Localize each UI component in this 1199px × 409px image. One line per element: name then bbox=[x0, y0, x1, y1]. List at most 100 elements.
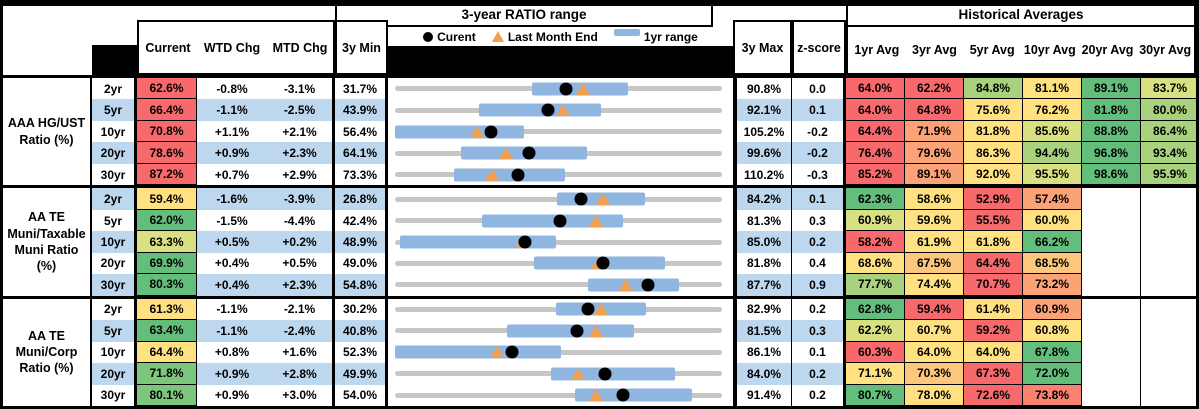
one-year-range-bar bbox=[551, 367, 675, 381]
legend-1yr-range-label: 1yr range bbox=[643, 29, 698, 44]
avg-cell: 83.7% bbox=[1140, 78, 1199, 100]
tenor-cell: 30yr bbox=[92, 274, 137, 296]
last-month-triangle-icon bbox=[499, 147, 514, 160]
tenor-cell: 5yr bbox=[92, 209, 137, 232]
wtd-change-cell: +0.8% bbox=[214, 345, 250, 360]
group-aa-te-muni-taxable: AA TE Muni/Taxable Muni Ratio (%) 2yr 59.… bbox=[0, 188, 1199, 299]
current-dot-icon bbox=[641, 278, 655, 292]
last-month-triangle-icon bbox=[594, 303, 608, 316]
avg-cell bbox=[1140, 209, 1199, 232]
wtd-change-cell: +0.9% bbox=[197, 142, 267, 164]
wtd-change-cell: -1.1% bbox=[197, 320, 267, 342]
3y-min-cell: 31.7% bbox=[335, 78, 388, 100]
avg-cell: 62.3% bbox=[846, 188, 904, 210]
avg-cell: 68.5% bbox=[1022, 252, 1081, 275]
3yr-avg-header: 3yr Avg bbox=[912, 43, 957, 57]
avg-cell: 60.7% bbox=[904, 320, 963, 342]
avg-cell bbox=[1081, 384, 1140, 406]
mtd-change-cell: -3.1% bbox=[267, 78, 335, 100]
3y-max-cell: 86.1% bbox=[737, 341, 792, 364]
group-aaa-hg-ust: AAA HG/UST Ratio (%) 2yr 62.6% -0.8% -3.1% 3… bbox=[0, 78, 1199, 189]
wtd-change-cell: -1.6% bbox=[197, 188, 267, 210]
mtd-change-cell: +2.3% bbox=[267, 274, 335, 296]
one-year-range-bar bbox=[395, 125, 524, 139]
avg-cell bbox=[1140, 363, 1199, 385]
current-dot-icon bbox=[616, 388, 630, 402]
range-track bbox=[395, 103, 722, 117]
3y-max-cell: 90.8% bbox=[737, 78, 792, 100]
last-month-triangle-icon bbox=[489, 346, 504, 359]
avg-cell: 64.4% bbox=[846, 120, 904, 143]
avg-cell: 85.6% bbox=[1022, 120, 1081, 143]
range-bar-icon bbox=[613, 29, 640, 36]
range-track bbox=[395, 235, 722, 249]
avg-cell bbox=[1081, 231, 1140, 253]
wtd-change-cell: +0.4% bbox=[197, 274, 267, 296]
avg-cell: 64.0% bbox=[963, 341, 1022, 364]
avg-cell: 95.5% bbox=[1022, 163, 1081, 186]
avg-cell: 64.4% bbox=[963, 252, 1022, 275]
current-cell: 59.4% bbox=[137, 188, 197, 210]
mtd-change-cell: -2.4% bbox=[267, 320, 335, 342]
avg-cell: 70.7% bbox=[963, 274, 1022, 296]
avg-cell: 68.6% bbox=[846, 252, 904, 275]
avg-cell: 86.3% bbox=[963, 142, 1022, 164]
avg-cell: 78.0% bbox=[904, 384, 963, 406]
range-track bbox=[395, 324, 722, 338]
wtd-change-cell: -1.5% bbox=[216, 213, 248, 228]
3y-max-cell: 82.9% bbox=[737, 298, 792, 321]
zscore-cell: 0.0 bbox=[792, 78, 846, 100]
avg-cell: 80.0% bbox=[1140, 99, 1199, 121]
avg-cell: 55.5% bbox=[963, 209, 1022, 232]
current-cell: 63.4% bbox=[137, 320, 197, 342]
wtd-change-cell: -1.1% bbox=[216, 302, 248, 317]
avg-cell: 58.6% bbox=[904, 188, 963, 210]
range-track bbox=[395, 146, 722, 160]
3y-min-header: 3y Min bbox=[335, 20, 388, 75]
zscore-cell: 0.2 bbox=[792, 231, 846, 253]
avg-cell: 81.8% bbox=[1081, 99, 1140, 121]
avg-cell bbox=[1140, 384, 1199, 406]
legend-black-bar bbox=[388, 46, 733, 75]
last-month-triangle-icon bbox=[618, 278, 633, 291]
avg-cell: 60.9% bbox=[846, 209, 904, 232]
group-rows: 2yr 62.6% -0.8% -3.1% 31.7% 90.8% 0.0 64.0% 62.2… bbox=[92, 78, 1199, 186]
avg-cell: 66.2% bbox=[1022, 231, 1081, 253]
group-label: AA TE Muni/Taxable Muni Ratio (%) bbox=[0, 188, 92, 296]
3y-max-cell: 84.0% bbox=[737, 363, 792, 385]
3y-max-cell: 92.1% bbox=[737, 99, 792, 121]
tenor-cell: 20yr bbox=[92, 252, 137, 275]
avg-cell: 67.5% bbox=[904, 252, 963, 275]
legend-last-month: Last Month End bbox=[491, 30, 598, 44]
change-headers: Current WTD Chg MTD Chg bbox=[137, 20, 335, 75]
tenor-cell: 2yr bbox=[92, 188, 137, 210]
3y-max-cell: 81.5% bbox=[737, 320, 792, 342]
last-month-triangle-icon bbox=[491, 31, 504, 42]
zscore-cell: 0.2 bbox=[792, 384, 846, 406]
mtd-change-cell: +0.2% bbox=[267, 231, 335, 253]
avg-cell bbox=[1140, 274, 1199, 296]
wtd-chg-header: WTD Chg bbox=[203, 40, 261, 55]
3y-min-cell: 43.9% bbox=[335, 99, 388, 121]
tenor-header-cell bbox=[92, 45, 137, 75]
zscore-cell: 0.1 bbox=[792, 341, 846, 364]
avg-cell bbox=[1081, 252, 1140, 275]
avg-cell: 61.8% bbox=[963, 231, 1022, 253]
avg-cell bbox=[1081, 188, 1140, 210]
chart-legend: Curent Last Month End 1yr range bbox=[388, 27, 733, 46]
avg-cell: 84.8% bbox=[963, 78, 1022, 100]
group-aa-te-muni-corp: AA TE Muni/Corp Ratio (%) 2yr 61.3% -1.1% -… bbox=[0, 298, 1199, 406]
zscore-cell: 0.2 bbox=[792, 363, 846, 385]
current-cell: 69.9% bbox=[137, 252, 197, 275]
1yr-avg-header: 1yr Avg bbox=[854, 43, 900, 57]
zscore-cell: -0.2 bbox=[792, 142, 846, 164]
mtd-change-cell: +2.3% bbox=[267, 142, 335, 164]
avg-cell: 58.2% bbox=[846, 231, 904, 253]
current-cell: 62.0% bbox=[137, 209, 197, 232]
table-row: 30yr 80.1% +0.9% +3.0% 54.0% 91.4% 0.2 80.7% 78.… bbox=[92, 384, 1199, 406]
current-dot-icon bbox=[596, 256, 610, 270]
range-chart-cell bbox=[388, 320, 737, 342]
current-dot-icon bbox=[598, 367, 612, 381]
range-track bbox=[395, 192, 722, 206]
avg-cell: 89.1% bbox=[904, 163, 963, 186]
